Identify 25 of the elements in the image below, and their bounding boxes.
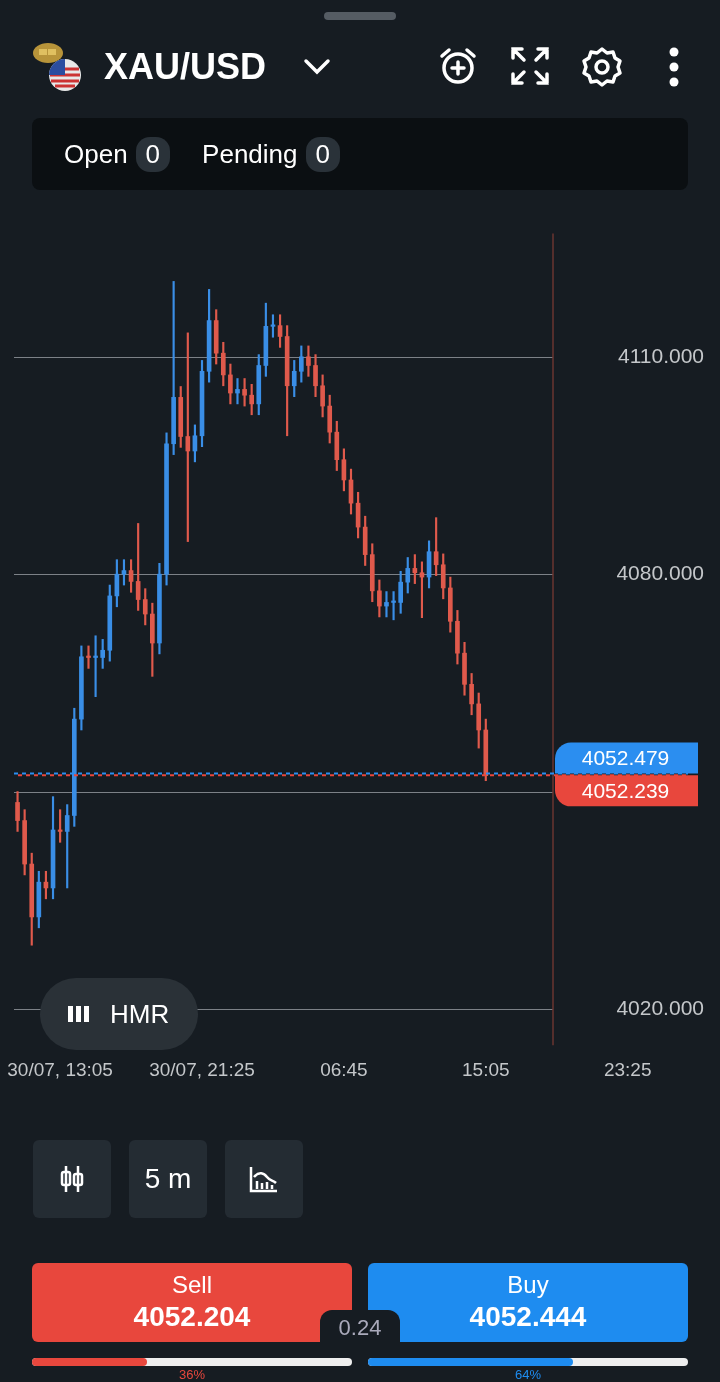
text: Pending: [202, 138, 298, 170]
x-tick-label: 30/07, 13:05: [7, 1058, 113, 1080]
chart-title: XAU/USD: [104, 46, 267, 88]
x-tick-label: 30/07, 21:25: [149, 1058, 255, 1080]
x-tick-label: 23:25: [603, 1058, 652, 1080]
annotation: HMR: [110, 998, 170, 1030]
x-tick-label: 15:05: [462, 1058, 510, 1080]
text: Buy: [506, 1271, 550, 1299]
text: 0: [305, 136, 340, 172]
text: 4052.204: [133, 1301, 251, 1332]
text: 0.24: [320, 1310, 400, 1346]
y-tick-label: 4080.000: [616, 560, 704, 584]
indicator-toggle: HMR: [40, 978, 198, 1050]
text: Open: [64, 138, 128, 170]
ref-line-label: 4052.479: [581, 745, 670, 769]
y-tick-label: 4110.000: [617, 343, 704, 367]
y-tick-label: 4020.000: [616, 995, 704, 1019]
ref-line-label: 4052.239: [581, 778, 670, 802]
text: Sell: [171, 1271, 213, 1299]
text: 0: [135, 136, 171, 172]
text: 4052.444: [469, 1301, 587, 1332]
text: 5 m: [129, 1140, 207, 1218]
text: 64%: [514, 1367, 542, 1382]
text: 36%: [178, 1367, 206, 1382]
x-tick-label: 06:45: [320, 1058, 368, 1080]
